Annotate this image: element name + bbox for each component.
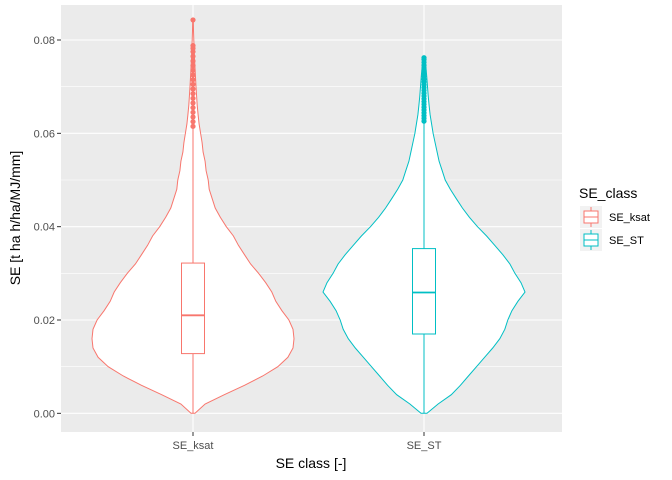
outlier-point <box>190 95 196 101</box>
y-tick-label: 0.04 <box>34 222 55 234</box>
outlier-point <box>190 100 196 106</box>
x-axis-title: SE class [-] <box>276 455 347 471</box>
outlier-point <box>190 72 196 78</box>
legend-key-SE_ksat <box>580 206 602 228</box>
y-tick-label: 0.06 <box>34 128 55 140</box>
boxplots <box>181 122 436 414</box>
legend-key-SE_ST <box>580 229 602 251</box>
y-tick-label: 0.02 <box>34 315 55 327</box>
outlier-point <box>190 81 196 87</box>
box-SE_ST <box>412 248 436 335</box>
outlier-point <box>190 119 196 125</box>
outlier-point <box>190 123 196 129</box>
x-tick-label: SE_ST <box>407 440 442 452</box>
outlier-point <box>421 55 427 61</box>
x-tick-label: SE_ksat <box>173 440 214 452</box>
y-axis: 0.00 0.02 0.04 0.06 0.08 <box>34 35 61 420</box>
outlier-point <box>190 109 196 115</box>
outlier-point <box>190 17 196 23</box>
y-tick-label: 0.00 <box>34 408 55 420</box>
legend-label: SE_ksat <box>609 212 650 224</box>
outlier-point <box>190 105 196 111</box>
legend-label: SE_ST <box>609 235 644 247</box>
outlier-point <box>190 67 196 73</box>
y-tick-label: 0.08 <box>34 35 55 47</box>
x-axis: SE_ksat SE_ST <box>173 432 442 452</box>
box-SE_ksat <box>181 262 205 355</box>
outlier-point <box>190 43 196 49</box>
legend: SE_class SE_ksat SE_ST <box>579 185 650 251</box>
outlier-point <box>190 77 196 83</box>
outlier-point <box>190 53 196 59</box>
outlier-point <box>190 91 196 97</box>
legend-title: SE_class <box>579 185 637 201</box>
outlier-point <box>190 63 196 69</box>
outlier-point <box>190 86 196 92</box>
outlier-points <box>190 17 427 129</box>
y-axis-title: SE [t ha h/ha/MJ/mm] <box>7 151 23 286</box>
outlier-point <box>190 58 196 64</box>
outlier-point <box>190 114 196 120</box>
